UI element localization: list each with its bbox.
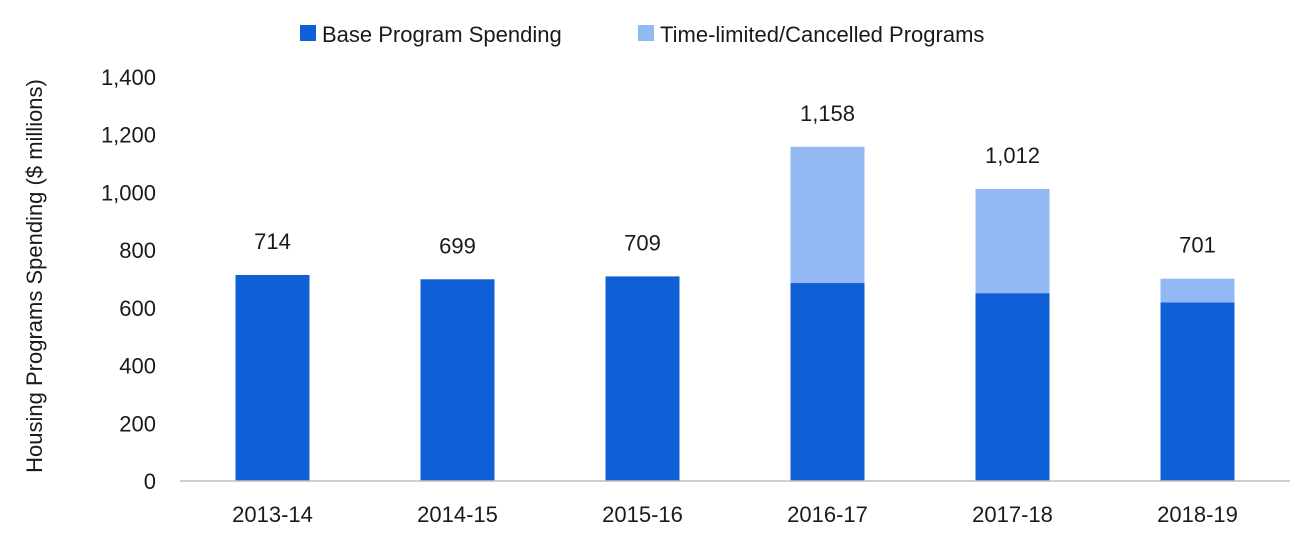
y-axis: 0 200 400 600 800 1,000 1,200 1,400 (101, 65, 156, 494)
x-tick-label: 2015-16 (602, 502, 683, 527)
x-tick-label: 2016-17 (787, 502, 868, 527)
y-tick-label: 1,400 (101, 65, 156, 90)
y-tick-label: 400 (119, 354, 156, 379)
x-tick-label: 2017-18 (972, 502, 1053, 527)
legend-label-time-limited: Time-limited/Cancelled Programs (660, 22, 984, 47)
y-tick-label: 200 (119, 411, 156, 436)
legend-label-base: Base Program Spending (322, 22, 562, 47)
bar-base-segment (235, 274, 310, 481)
y-tick-label: 1,000 (101, 180, 156, 205)
y-tick-label: 600 (119, 296, 156, 321)
bars (235, 146, 1235, 481)
legend-swatch-base (300, 25, 316, 41)
legend-swatch-time-limited (638, 25, 654, 41)
bar-time-limited-segment (1160, 278, 1235, 303)
bar-total-label: 699 (439, 233, 476, 258)
bar-total-label: 709 (624, 230, 661, 255)
bar-time-limited-segment (975, 188, 1050, 294)
x-tick-label: 2018-19 (1157, 502, 1238, 527)
y-axis-title: Housing Programs Spending ($ millions) (22, 79, 47, 473)
y-tick-label: 800 (119, 238, 156, 263)
x-tick-label: 2014-15 (417, 502, 498, 527)
legend: Base Program Spending Time-limited/Cance… (300, 22, 984, 47)
x-tick-label: 2013-14 (232, 502, 313, 527)
bar-total-label: 1,158 (800, 101, 855, 126)
bar-base-segment (605, 276, 680, 481)
bar-total-label: 1,012 (985, 143, 1040, 168)
value-labels: 714 699 709 1,158 1,012 701 (254, 101, 1216, 258)
bar-base-segment (1160, 302, 1235, 481)
y-tick-label: 0 (144, 469, 156, 494)
y-tick-label: 1,200 (101, 123, 156, 148)
bar-time-limited-segment (790, 146, 865, 284)
bar-base-segment (975, 293, 1050, 481)
bar-base-segment (420, 279, 495, 481)
bar-total-label: 714 (254, 229, 291, 254)
x-axis: 2013-14 2014-15 2015-16 2016-17 2017-18 2018-… (232, 502, 1238, 527)
bar-base-segment (790, 283, 865, 481)
bar-total-label: 701 (1179, 233, 1216, 258)
